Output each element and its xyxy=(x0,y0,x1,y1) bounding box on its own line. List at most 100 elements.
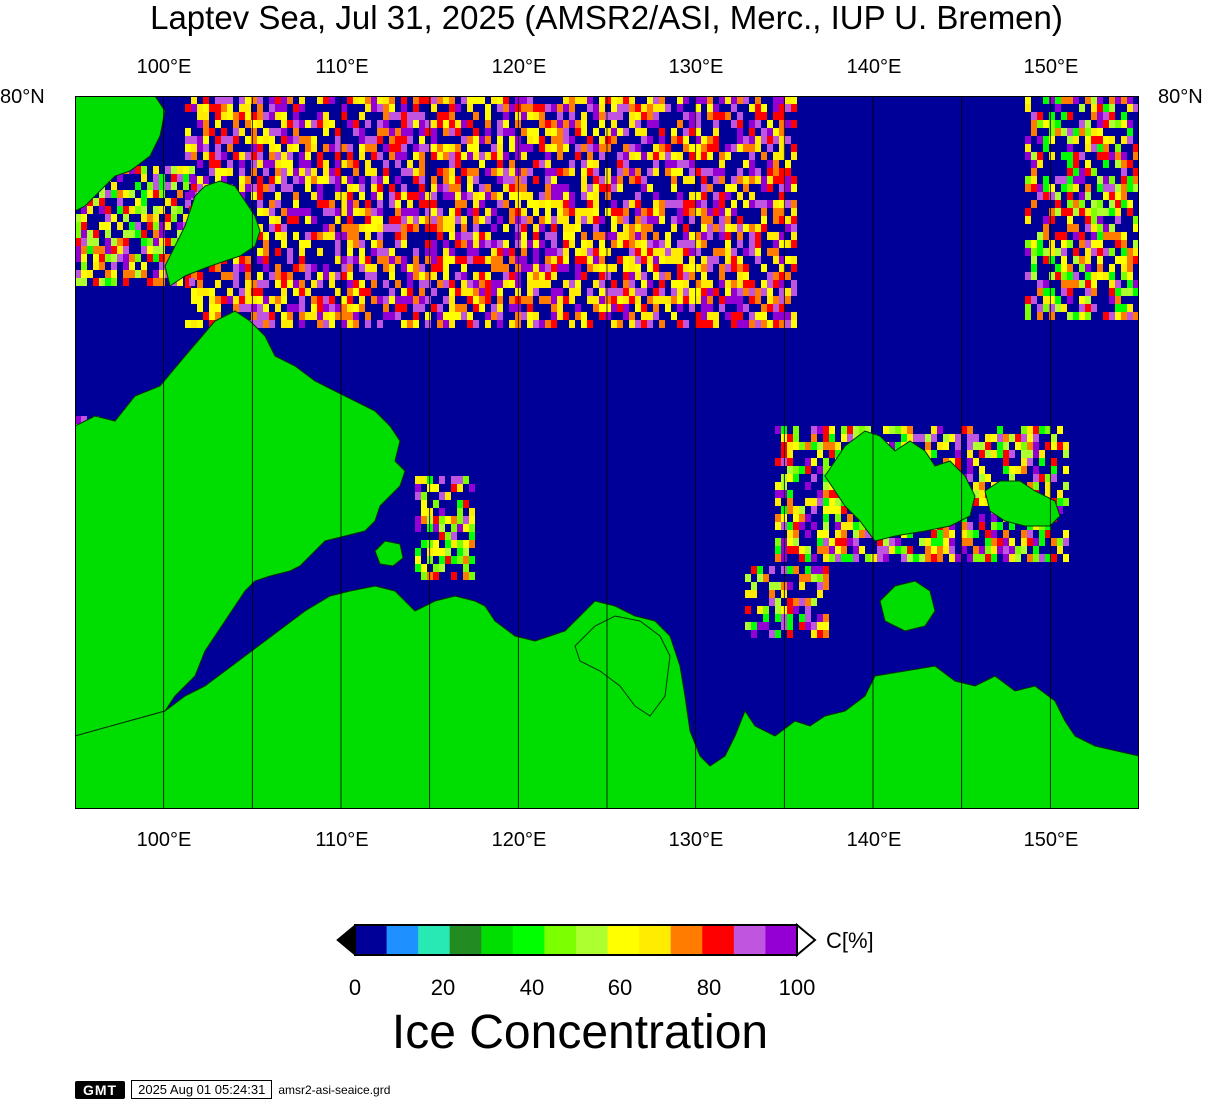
ice-pixel xyxy=(1055,192,1061,200)
ice-pixel xyxy=(1045,490,1051,498)
ice-pixel xyxy=(353,224,359,232)
ice-pixel xyxy=(1109,232,1115,240)
ice-pixel xyxy=(961,546,967,554)
ice-pixel xyxy=(1055,248,1061,256)
ice-pixel xyxy=(445,556,451,564)
ice-pixel xyxy=(997,450,1003,458)
ice-pixel xyxy=(737,136,743,144)
ice-pixel xyxy=(761,200,767,208)
ice-pixel xyxy=(551,240,557,248)
ice-pixel xyxy=(439,516,445,524)
ice-pixel xyxy=(413,168,419,176)
ice-pixel xyxy=(347,216,353,224)
ice-pixel xyxy=(1127,200,1133,208)
ice-pixel xyxy=(461,152,467,160)
ice-pixel xyxy=(239,304,245,312)
colorbar-cell xyxy=(607,925,640,955)
ice-pixel xyxy=(725,280,731,288)
ice-pixel xyxy=(311,168,317,176)
ice-pixel xyxy=(341,232,347,240)
ice-pixel xyxy=(743,272,749,280)
ice-pixel xyxy=(1033,466,1039,474)
ice-pixel xyxy=(689,272,695,280)
ice-pixel xyxy=(677,296,683,304)
ice-pixel xyxy=(407,128,413,136)
ice-pixel xyxy=(641,128,647,136)
ice-pixel xyxy=(599,112,605,120)
ice-pixel xyxy=(275,144,281,152)
ice-pixel xyxy=(769,590,775,598)
ice-pixel xyxy=(323,232,329,240)
ice-pixel xyxy=(317,192,323,200)
ice-pixel xyxy=(895,546,901,554)
ice-pixel xyxy=(123,270,129,278)
ice-pixel xyxy=(185,104,191,112)
ice-pixel xyxy=(695,296,701,304)
ice-pixel xyxy=(287,320,293,328)
ice-pixel xyxy=(1049,128,1055,136)
ice-pixel xyxy=(1015,434,1021,442)
ice-pixel xyxy=(421,540,427,548)
ice-pixel xyxy=(775,546,781,554)
ice-pixel xyxy=(1043,120,1049,128)
ice-pixel xyxy=(719,248,725,256)
ice-pixel xyxy=(401,128,407,136)
ice-pixel xyxy=(395,224,401,232)
ice-pixel xyxy=(227,112,233,120)
ice-pixel xyxy=(551,320,557,328)
ice-pixel xyxy=(931,538,937,546)
ice-pixel xyxy=(183,182,189,190)
ice-pixel xyxy=(479,216,485,224)
ice-pixel xyxy=(1025,304,1031,312)
ice-pixel xyxy=(111,270,117,278)
ice-pixel xyxy=(695,288,701,296)
ice-pixel xyxy=(545,192,551,200)
ice-pixel xyxy=(823,426,829,434)
ice-pixel xyxy=(455,120,461,128)
ice-pixel xyxy=(281,120,287,128)
ice-pixel xyxy=(1097,208,1103,216)
ice-pixel xyxy=(449,160,455,168)
ice-pixel xyxy=(701,224,707,232)
ice-pixel xyxy=(539,112,545,120)
ice-pixel xyxy=(293,208,299,216)
ice-pixel xyxy=(1031,152,1037,160)
ice-pixel xyxy=(653,112,659,120)
ice-pixel xyxy=(629,256,635,264)
ice-pixel xyxy=(835,442,841,450)
ice-pixel xyxy=(1025,184,1031,192)
ice-pixel xyxy=(1039,450,1045,458)
ice-pixel xyxy=(359,112,365,120)
ice-pixel xyxy=(1043,304,1049,312)
ice-pixel xyxy=(395,240,401,248)
ice-pixel xyxy=(563,280,569,288)
ice-pixel xyxy=(779,320,785,328)
ice-pixel xyxy=(389,104,395,112)
ice-pixel xyxy=(865,530,871,538)
ice-pixel xyxy=(1031,160,1037,168)
ice-pixel xyxy=(563,232,569,240)
ice-pixel xyxy=(719,176,725,184)
ice-pixel xyxy=(599,304,605,312)
ice-pixel xyxy=(341,320,347,328)
ice-pixel xyxy=(533,232,539,240)
ice-pixel xyxy=(443,184,449,192)
ice-pixel xyxy=(407,200,413,208)
ice-pixel xyxy=(467,248,473,256)
ice-pixel xyxy=(539,136,545,144)
ice-pixel xyxy=(1103,272,1109,280)
ice-pixel xyxy=(443,192,449,200)
ice-pixel xyxy=(461,224,467,232)
ice-pixel xyxy=(1067,112,1073,120)
ice-pixel xyxy=(263,160,269,168)
ice-pixel xyxy=(395,200,401,208)
ice-pixel xyxy=(275,112,281,120)
ice-pixel xyxy=(725,144,731,152)
ice-pixel xyxy=(545,264,551,272)
ice-pixel xyxy=(635,224,641,232)
ice-pixel xyxy=(451,476,457,484)
ice-pixel xyxy=(659,208,665,216)
ice-pixel xyxy=(239,264,245,272)
ice-pixel xyxy=(221,272,227,280)
ice-pixel xyxy=(1025,144,1031,152)
